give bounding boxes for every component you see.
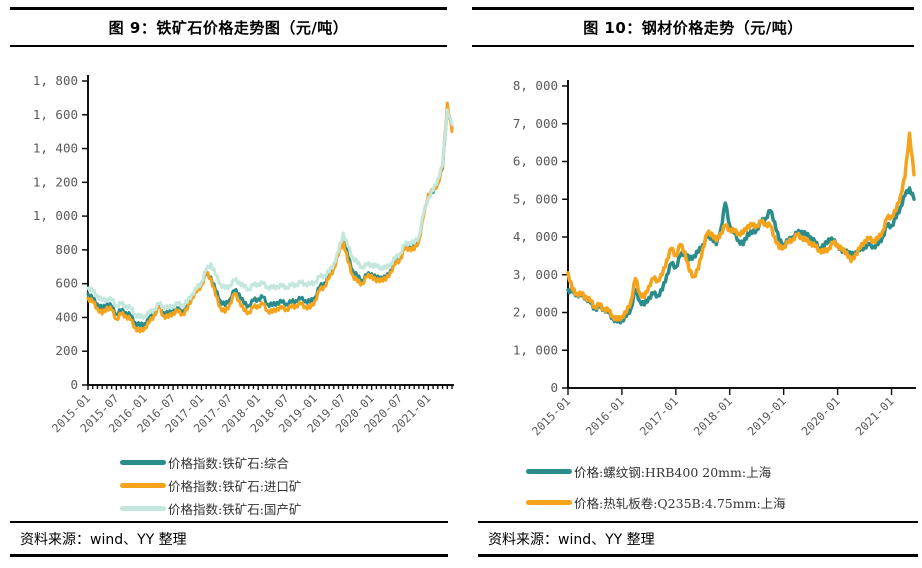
legend-line-swatch — [526, 500, 572, 505]
x-axis-tick-label: 2021-01 — [852, 394, 896, 438]
y-axis-tick-label: 7, 000 — [513, 116, 558, 131]
figure-title: 图 10：钢材价格走势（元/吨） — [472, 7, 914, 47]
y-axis-tick-label: 5, 000 — [513, 191, 558, 206]
y-axis-tick-label: 0 — [70, 377, 78, 392]
figure-title: 图 9：铁矿石价格走势图（元/吨） — [10, 7, 447, 47]
y-axis-tick-label: 400 — [55, 309, 78, 324]
legend-label: 价格指数:铁矿石:进口矿 — [168, 479, 302, 494]
iron-ore-price-line-chart: 0 200 400 600 800 1, 000 1, 200 1, 400 1, 600 1, … — [33, 73, 454, 435]
y-axis-tick-label: 4, 000 — [513, 229, 558, 244]
figure-panel-iron-ore: 图 9：铁矿石价格走势图（元/吨） 0 200 400 600 800 1, 000 1, … — [0, 0, 455, 568]
y-axis-tick-label: 2, 000 — [513, 305, 558, 320]
legend-label: 价格:螺纹钢:HRB400 20mm:上海 — [574, 465, 772, 480]
legend-item: 价格指数:铁矿石:进口矿 — [120, 476, 301, 495]
source-note: 资料来源：wind、YY 整理 — [478, 521, 918, 557]
y-axis-tick-label: 600 — [55, 276, 78, 291]
x-axis-tick-label: 2019-01 — [745, 394, 789, 438]
legend-item: 价格指数:铁矿石:国产矿 — [120, 499, 301, 518]
legend-item: 价格:热轧板卷:Q235B:4.75mm:上海 — [526, 493, 786, 512]
legend-line-swatch — [120, 506, 166, 511]
steel-price-line-chart: 0 1, 000 2, 000 3, 000 4, 000 5, 000 6, 000 7, … — [513, 78, 916, 438]
y-axis-tick-label: 0 — [550, 380, 558, 395]
series-line-2 — [86, 108, 454, 320]
x-axis-tick-label: 2017-01 — [637, 394, 681, 438]
legend-label: 价格:热轧板卷:Q235B:4.75mm:上海 — [574, 496, 786, 511]
source-note: 资料来源：wind、YY 整理 — [10, 521, 448, 557]
chart-legend: 价格:螺纹钢:HRB400 20mm:上海 价格:热轧板卷:Q235B:4.75m… — [526, 456, 786, 518]
legend-item: 价格指数:铁矿石:综合 — [120, 453, 301, 472]
series-line-1 — [566, 131, 916, 322]
legend-item: 价格:螺纹钢:HRB400 20mm:上海 — [526, 462, 786, 481]
y-axis-tick-label: 1, 000 — [513, 342, 558, 357]
series-line-0 — [566, 186, 916, 325]
x-axis-tick-label: 2015-01 — [529, 394, 573, 438]
y-axis-tick-label: 1, 200 — [33, 174, 78, 189]
series-line-0 — [86, 106, 454, 328]
x-axis-tick-label: 2018-01 — [691, 394, 735, 438]
chart-legend: 价格指数:铁矿石:综合 价格指数:铁矿石:进口矿 价格指数:铁矿石:国产矿 — [120, 451, 301, 520]
y-axis-tick-label: 3, 000 — [513, 267, 558, 282]
y-axis-tick-label: 6, 000 — [513, 154, 558, 169]
x-axis-tick-label: 2016-01 — [583, 394, 627, 438]
legend-line-swatch — [120, 460, 166, 465]
legend-line-swatch — [526, 469, 572, 474]
y-axis-tick-label: 800 — [55, 242, 78, 257]
legend-line-swatch — [120, 483, 166, 488]
y-axis-tick-label: 1, 600 — [33, 107, 78, 122]
legend-label: 价格指数:铁矿石:综合 — [168, 456, 289, 471]
legend-label: 价格指数:铁矿石:国产矿 — [168, 502, 302, 517]
figure-panel-steel: 图 10：钢材价格走势（元/吨） 0 1, 000 2, 000 3, 000 4, 0… — [462, 0, 922, 568]
y-axis-tick-label: 200 — [55, 343, 78, 358]
y-axis-tick-label: 1, 000 — [33, 208, 78, 223]
y-axis-tick-label: 1, 400 — [33, 141, 78, 156]
x-axis-tick-label: 2020-01 — [799, 394, 843, 438]
series-line-1 — [86, 101, 454, 334]
y-axis-tick-label: 8, 000 — [513, 78, 558, 93]
y-axis-tick-label: 1, 800 — [33, 73, 78, 88]
